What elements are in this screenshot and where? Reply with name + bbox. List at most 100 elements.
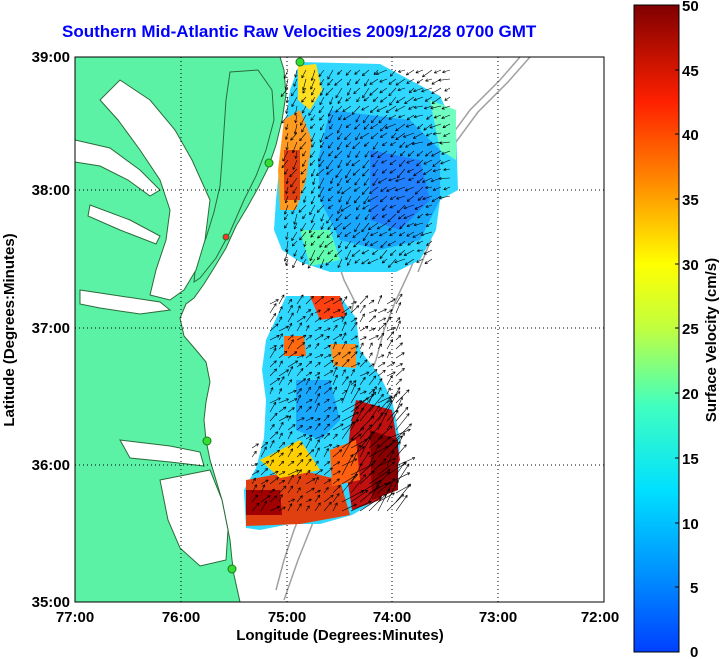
velocity-arrow [433, 69, 442, 74]
velocity-arrow [317, 231, 325, 239]
velocity-arrow [350, 462, 363, 485]
velocity-arrow [332, 461, 341, 467]
velocity-arrow [403, 249, 415, 256]
velocity-arrow [341, 437, 354, 458]
velocity-arrow [332, 309, 341, 314]
velocity-arrow [323, 360, 334, 368]
velocity-arrow [359, 313, 365, 323]
velocity-arrow [431, 150, 442, 157]
velocity-arrow [431, 96, 442, 104]
velocity-arrow [309, 159, 316, 166]
velocity-arrow [332, 502, 338, 512]
lat-tick: 35:00 [32, 594, 70, 611]
velocity-arrow [369, 78, 379, 85]
velocity-arrow [346, 159, 352, 166]
velocity-arrow [296, 378, 307, 386]
velocity-arrow [296, 334, 307, 341]
velocity-arrow [307, 258, 316, 269]
velocity-arrow [334, 78, 343, 86]
velocity-arrow [309, 123, 316, 129]
velocity-arrow [332, 444, 340, 449]
velocity-arrow [332, 485, 341, 494]
radar-site-marker [222, 233, 230, 241]
velocity-arrow [314, 342, 320, 350]
velocity-arrow [338, 240, 343, 249]
velocity-arrow [421, 87, 433, 93]
velocity-arrow [350, 397, 369, 413]
velocity-arrow [350, 444, 361, 467]
velocity-arrow [389, 204, 397, 209]
velocity-arrow [364, 213, 370, 221]
velocity-arrow [341, 454, 354, 476]
colorbar-tick-label: 15 [682, 451, 699, 468]
velocity-arrow [314, 362, 321, 368]
velocity-arrow [305, 309, 312, 314]
velocity-arrow [359, 295, 369, 305]
velocity-arrow [406, 114, 415, 121]
velocity-arrow [368, 299, 375, 305]
velocity-arrow [411, 141, 424, 146]
velocity-arrow [285, 240, 289, 253]
velocity-arrow [438, 78, 451, 82]
velocity-arrow [353, 240, 361, 248]
radar-site-marker [202, 436, 212, 446]
velocity-arrow [299, 141, 307, 150]
latitude-ticks: 39:00 38:00 37:00 36:00 35:00 [32, 49, 70, 611]
velocity-arrow [305, 377, 310, 386]
velocity-arrow [414, 204, 424, 210]
velocity-arrow [395, 387, 401, 395]
velocity-arrow [413, 222, 424, 227]
velocity-arrow [287, 322, 293, 332]
velocity-arrow [287, 498, 296, 503]
velocity-arrow [394, 186, 406, 192]
velocity-arrow [359, 351, 364, 359]
velocity-vectors [251, 69, 451, 512]
velocity-arrow [296, 354, 305, 359]
river-potomac [75, 139, 161, 197]
velocity-arrow [344, 132, 352, 140]
velocity-arrow [350, 362, 361, 368]
velocity-arrow [424, 96, 433, 102]
velocity-arrow [372, 249, 379, 255]
velocity-arrow [407, 150, 415, 157]
velocity-arrow [296, 424, 303, 431]
velocity-arrow [443, 132, 451, 137]
velocity-arrow [318, 159, 325, 167]
velocity-arrow [399, 159, 406, 167]
radar-sites [202, 57, 305, 574]
velocity-arrow [372, 141, 379, 150]
velocity-arrow [397, 69, 406, 73]
velocity-arrow [396, 96, 406, 104]
velocity-arrow [341, 411, 360, 422]
velocity-arrow [310, 78, 316, 90]
velocity-arrow [385, 105, 397, 113]
velocity-arrow [287, 366, 294, 377]
velocity-arrow [344, 231, 352, 237]
velocity-arrow [407, 240, 415, 246]
velocity-arrow [296, 394, 301, 404]
velocity-arrow [305, 399, 313, 404]
velocity-arrow [359, 325, 369, 332]
velocity-arrow [390, 141, 397, 146]
velocity-arrow [269, 459, 274, 467]
velocity-arrow [310, 231, 316, 238]
velocity-arrow [311, 168, 316, 177]
velocity-arrow [424, 258, 433, 265]
velocity-arrow [319, 114, 325, 121]
velocity-arrow [332, 398, 344, 404]
velocity-arrow [386, 327, 396, 332]
velocity-arrow [377, 488, 390, 512]
velocity-arrow [291, 204, 298, 215]
velocity-arrow [342, 105, 352, 112]
velocity-arrow [359, 336, 367, 341]
velocity-arrow [431, 87, 442, 94]
velocity-arrow [314, 309, 321, 314]
velocity-arrow [314, 376, 320, 386]
radar-site-marker [295, 57, 305, 67]
velocity-arrow [287, 469, 299, 476]
velocity-arrow [377, 317, 387, 323]
velocity-arrow [291, 231, 298, 241]
velocity-arrow [314, 494, 321, 503]
velocity-arrow [345, 249, 352, 261]
velocity-arrow [395, 342, 403, 350]
